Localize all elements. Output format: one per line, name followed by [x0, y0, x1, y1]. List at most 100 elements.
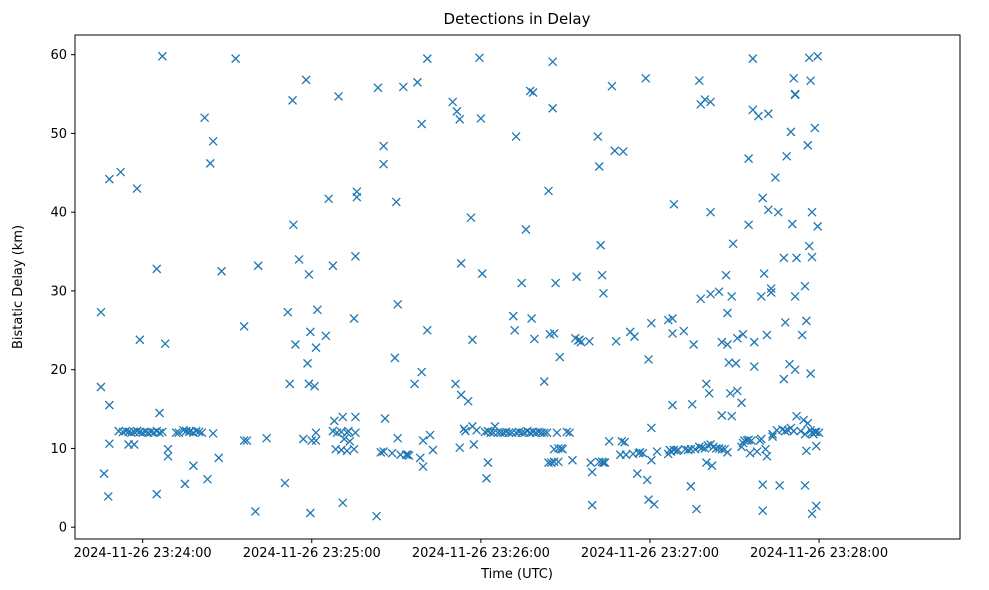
point-108 [379, 159, 389, 169]
y-tick-label-2: 20 [50, 363, 67, 378]
point-225 [610, 146, 620, 156]
point-296 [724, 358, 734, 368]
point-315 [748, 54, 758, 64]
point-51 [208, 429, 218, 438]
point-377 [807, 252, 817, 262]
point-366 [801, 316, 811, 326]
point-342 [779, 253, 789, 263]
point-44 [191, 426, 201, 436]
point-55 [239, 321, 249, 331]
point-386 [813, 221, 823, 231]
point-71 [303, 358, 312, 368]
point-104 [349, 444, 359, 454]
point-284 [708, 442, 718, 452]
point-217 [596, 240, 606, 250]
point-191 [548, 103, 558, 113]
point-33 [163, 451, 173, 461]
point-197 [553, 457, 563, 467]
point-100 [350, 428, 360, 438]
point-340 [775, 480, 785, 490]
point-293 [723, 340, 732, 349]
point-97 [338, 498, 348, 508]
point-146 [469, 440, 479, 449]
point-75 [307, 436, 317, 446]
point-221 [599, 288, 608, 298]
point-169 [517, 278, 527, 288]
point-15 [129, 440, 139, 449]
point-80 [311, 428, 321, 438]
point-110 [379, 447, 389, 457]
point-109 [380, 414, 390, 423]
point-121 [410, 379, 420, 389]
point-269 [694, 76, 704, 86]
point-376 [807, 207, 817, 217]
point-81 [321, 331, 331, 341]
point-276 [701, 458, 711, 468]
point-312 [744, 435, 754, 445]
point-123 [417, 119, 427, 129]
point-73 [305, 327, 315, 337]
point-139 [455, 443, 465, 453]
point-365 [800, 281, 810, 291]
point-54 [231, 54, 241, 64]
point-329 [762, 451, 772, 461]
point-88 [334, 91, 343, 101]
point-331 [763, 109, 773, 119]
point-128 [422, 54, 432, 64]
point-49 [205, 158, 215, 168]
point-92 [339, 434, 349, 444]
point-234 [630, 332, 639, 342]
point-261 [683, 445, 693, 455]
point-113 [391, 197, 401, 207]
point-78 [312, 305, 322, 315]
point-53 [217, 266, 227, 276]
point-137 [456, 258, 466, 268]
y-axis-label: Bistatic Delay (km) [11, 225, 26, 349]
point-209 [576, 337, 586, 347]
point-179 [529, 334, 539, 344]
point-26 [152, 489, 162, 499]
point-3 [103, 492, 113, 501]
point-131 [428, 445, 438, 455]
point-288 [717, 410, 727, 420]
point-210 [584, 336, 594, 346]
point-219 [599, 458, 608, 468]
point-246 [649, 499, 659, 509]
data-points [96, 51, 824, 521]
point-107 [379, 141, 389, 151]
point-297 [725, 388, 735, 398]
point-85 [329, 416, 339, 426]
point-385 [813, 51, 823, 61]
point-64 [288, 95, 298, 105]
point-172 [521, 225, 531, 234]
point-59 [253, 261, 263, 271]
point-245 [646, 423, 656, 433]
point-130 [425, 430, 435, 440]
point-212 [587, 500, 597, 510]
point-140 [459, 424, 469, 434]
point-253 [668, 329, 677, 338]
point-138 [456, 390, 466, 400]
point-303 [732, 333, 742, 343]
point-359 [792, 253, 801, 263]
point-362 [799, 415, 809, 425]
point-387 [814, 428, 824, 438]
point-370 [804, 241, 814, 251]
point-302 [732, 386, 742, 396]
point-94 [342, 446, 352, 456]
point-122 [412, 77, 422, 87]
y-axis: 0 10 20 30 40 50 60 [50, 48, 75, 536]
point-327 [759, 269, 769, 279]
point-124 [415, 453, 425, 463]
point-193 [549, 457, 559, 467]
point-163 [507, 428, 517, 438]
point-25 [152, 264, 162, 274]
y-tick-label-0: 0 [59, 521, 67, 536]
point-35 [171, 428, 181, 438]
point-0 [96, 307, 106, 317]
point-29 [155, 428, 165, 438]
point-206 [572, 272, 582, 282]
point-56 [239, 436, 249, 446]
point-337 [770, 173, 780, 182]
plot-area [74, 34, 961, 540]
